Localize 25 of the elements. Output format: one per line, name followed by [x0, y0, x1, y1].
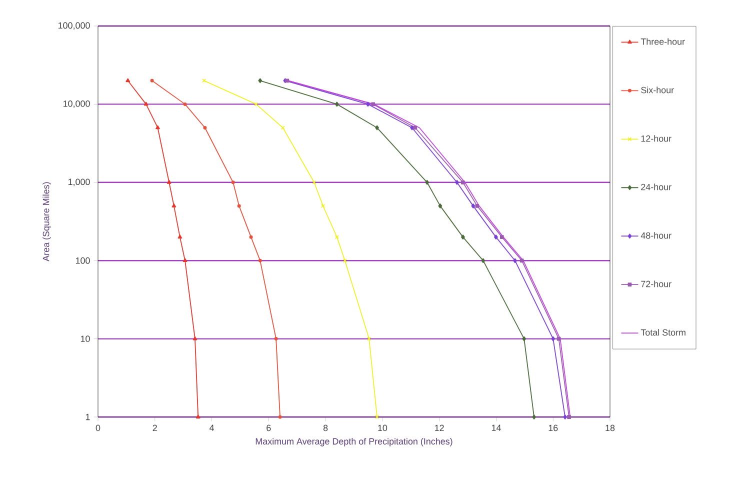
y-tick-label: 10,000: [63, 100, 90, 108]
y-tick-label: 100,000: [58, 22, 90, 30]
y-tick-label: 1,000: [68, 178, 90, 186]
y-axis-title: Area (Square Miles): [42, 182, 51, 262]
y-tick-label: 1: [86, 414, 90, 420]
y-tick-label: 100: [76, 257, 90, 264]
x-axis-title: Maximum Average Depth of Precipitation (Inches): [256, 438, 452, 446]
y-tick-label: 10: [80, 336, 90, 342]
x-tick-label: 2: [152, 424, 157, 432]
legend-label: Six-hour: [641, 86, 674, 94]
x-tick-label: 4: [209, 424, 214, 431]
x-tick-label: 18: [606, 424, 615, 432]
x-tick-label: 8: [323, 424, 328, 432]
x-tick-label: 12: [435, 424, 444, 432]
legend-label: 72-hour: [641, 280, 672, 288]
x-tick-label: 10: [378, 424, 388, 432]
x-tick-label: 16: [548, 424, 558, 432]
legend-label: 24-hour: [641, 184, 672, 190]
legend-label: 12-hour: [641, 135, 672, 142]
legend-label: Total Storm: [640, 329, 686, 336]
x-tick-label: 14: [492, 424, 501, 431]
x-tick-label: 0: [96, 424, 100, 432]
legend-label: Three-hour: [640, 38, 685, 45]
legend-label: 48-hour: [640, 232, 672, 239]
x-tick-label: 6: [266, 424, 271, 432]
